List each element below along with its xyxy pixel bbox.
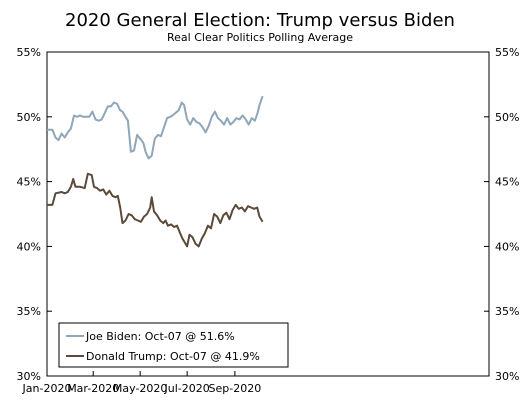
y-axis-left: 30% 35% 40% 45% 50% 55% [17,46,52,383]
plot-frame [46,51,490,377]
chart-subtitle: Real Clear Politics Polling Average [167,31,353,44]
y-tick-label-right: 50% [495,111,519,124]
x-tick-label: Mar-2020 [67,382,119,395]
y-axis-right: 30% 35% 40% 45% 50% 55% [484,46,519,383]
x-tick-label: Jul-2020 [164,382,210,395]
chart-title: 2020 General Election: Trump versus Bide… [65,10,455,31]
y-tick-label-left: 30% [17,370,41,383]
x-tick-label: Sep-2020 [209,382,262,395]
y-tick-label-left: 50% [17,111,41,124]
series-line-biden [47,95,264,160]
series-layer [47,95,264,248]
series-line-trump [47,172,264,248]
y-tick-label-right: 55% [495,46,519,59]
legend-label-trump: Donald Trump: Oct-07 @ 41.9% [86,350,260,363]
y-tick-label-left: 35% [17,305,41,318]
legend-label-biden: Joe Biden: Oct-07 @ 51.6% [85,330,235,343]
y-tick-label-left: 55% [17,46,41,59]
x-tick-label: May-2020 [113,382,168,395]
y-tick-label-right: 30% [495,370,519,383]
y-tick-label-left: 40% [17,240,41,253]
x-tick-label: Jan-2020 [22,382,72,395]
y-tick-label-left: 45% [17,176,41,189]
y-tick-label-right: 40% [495,240,519,253]
y-tick-label-right: 45% [495,176,519,189]
legend-box [58,322,289,368]
legend: Joe Biden: Oct-07 @ 51.6% Donald Trump: … [58,322,289,368]
y-tick-label-right: 35% [495,305,519,318]
